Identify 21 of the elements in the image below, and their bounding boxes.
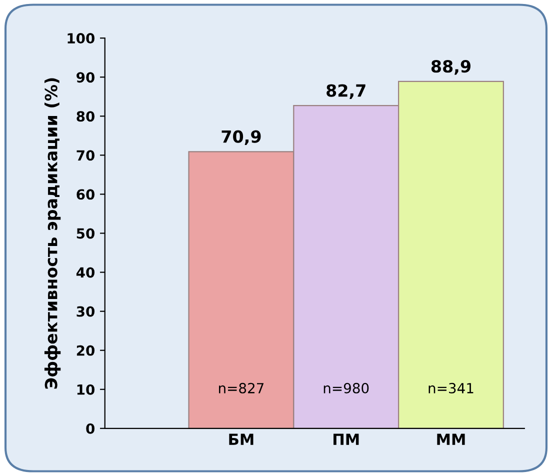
y-tick-label: 100 xyxy=(68,33,94,44)
x-tick-label: ММ xyxy=(437,434,465,445)
annotation: n=341 xyxy=(428,382,474,394)
y-tick-label: 80 xyxy=(76,111,94,122)
x-tick-label: БМ xyxy=(229,434,254,445)
annotation: n=980 xyxy=(324,382,369,394)
y-tick-label: 30 xyxy=(76,306,94,317)
y-tick-label: 20 xyxy=(76,345,94,356)
y-tick-label: 60 xyxy=(76,189,94,200)
y-tick-label: 90 xyxy=(76,72,94,83)
x-tick-label: ПМ xyxy=(334,434,359,445)
y-tick-label: 50 xyxy=(76,228,94,239)
y-tick-label: 10 xyxy=(77,384,94,395)
data-label: 70,9 xyxy=(222,130,261,146)
y-tick-label: 0 xyxy=(86,423,94,434)
data-label: 82,7 xyxy=(326,84,366,99)
y-axis-title: Эффективность эрадикации (%) xyxy=(44,78,61,389)
y-tick-label: 70 xyxy=(76,150,94,161)
y-tick-label: 40 xyxy=(76,267,94,278)
annotation: n=827 xyxy=(219,382,264,394)
data-label: 88,9 xyxy=(431,60,470,75)
